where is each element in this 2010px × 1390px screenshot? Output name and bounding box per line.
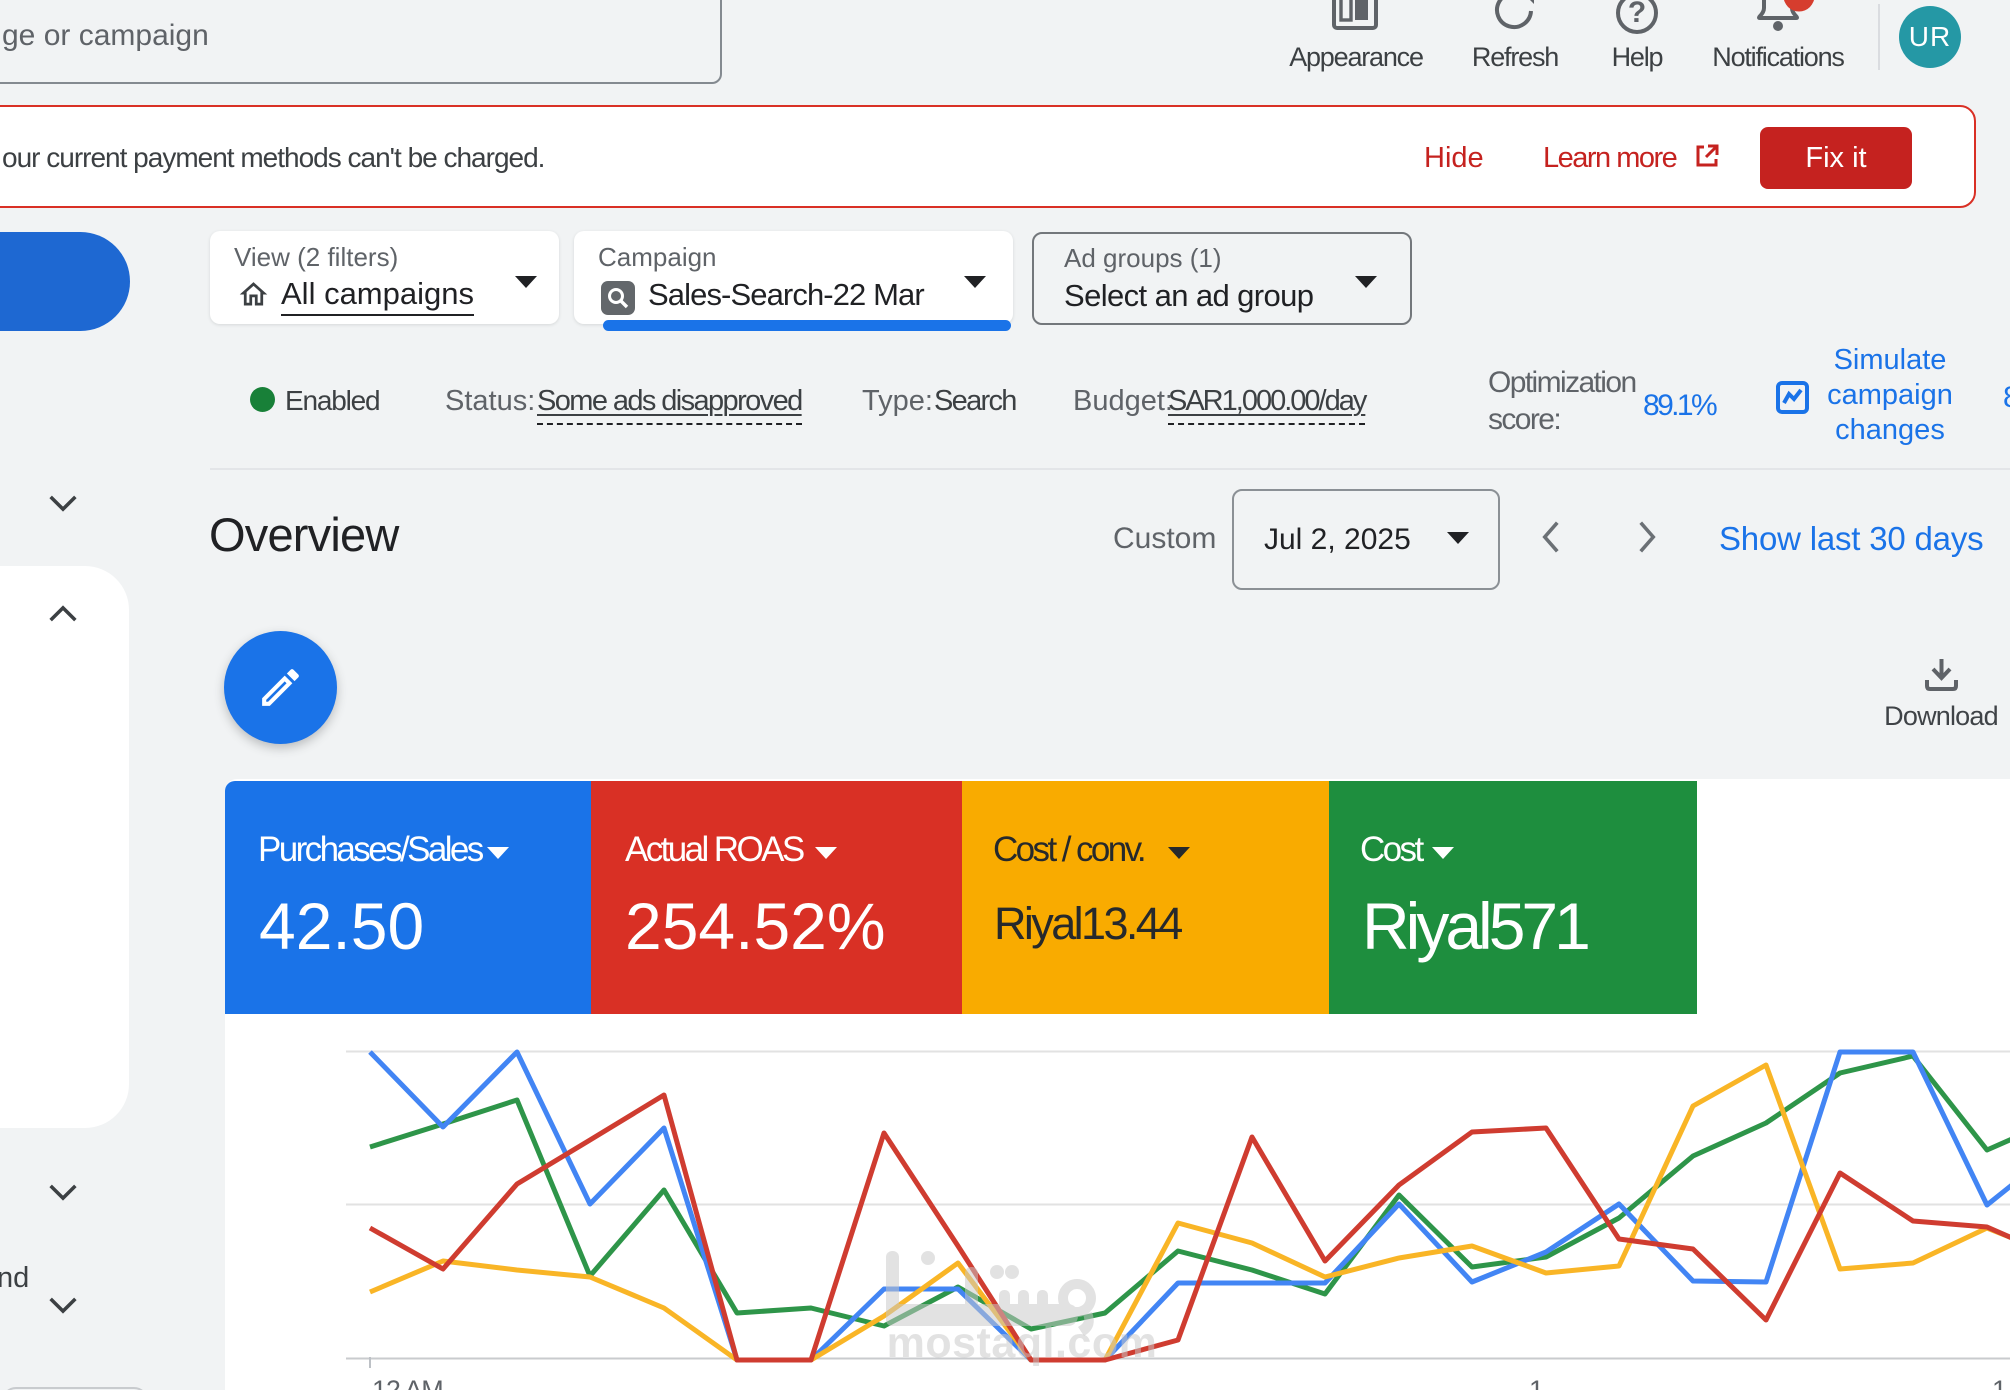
svg-text:?: ? — [1628, 0, 1646, 29]
svg-text:mostaql.com: mostaql.com — [887, 1319, 1158, 1367]
